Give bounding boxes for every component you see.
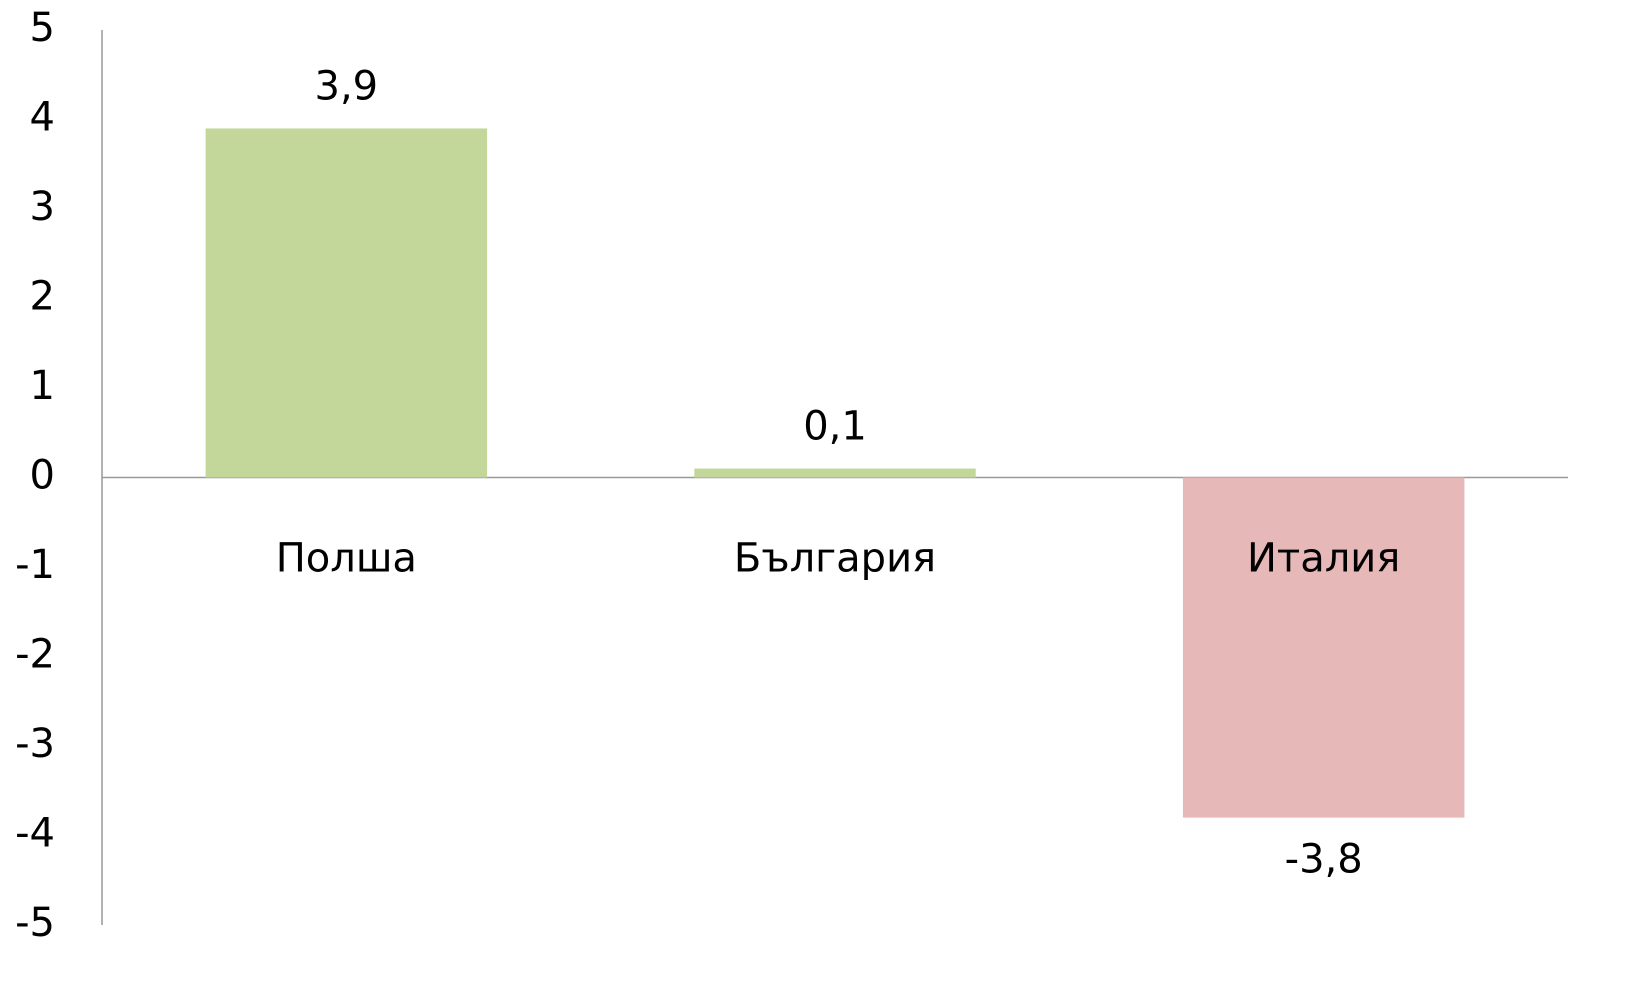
bar [1182, 477, 1465, 818]
y-tick-label: -5 [15, 900, 55, 946]
y-tick-label: 2 [30, 274, 55, 320]
value-label: -3,8 [1285, 837, 1363, 883]
y-tick-label: 1 [30, 363, 55, 409]
bar [694, 468, 976, 478]
x-tick-label: България [734, 536, 936, 582]
y-tick-label: -4 [15, 811, 55, 857]
y-tick-label: 3 [30, 184, 55, 230]
value-label: 0,1 [803, 404, 867, 450]
y-tick-label: -2 [15, 632, 55, 678]
x-tick-label: Италия [1247, 536, 1400, 582]
y-tick-label: 4 [30, 95, 55, 141]
value-label: 3,9 [315, 63, 379, 109]
x-tick-label: Полша [276, 536, 417, 582]
y-tick-label: -3 [15, 721, 55, 767]
bar [205, 128, 488, 478]
y-tick-label: 5 [30, 5, 55, 51]
y-tick-label: 0 [30, 453, 55, 499]
y-tick-label: -1 [15, 542, 55, 588]
